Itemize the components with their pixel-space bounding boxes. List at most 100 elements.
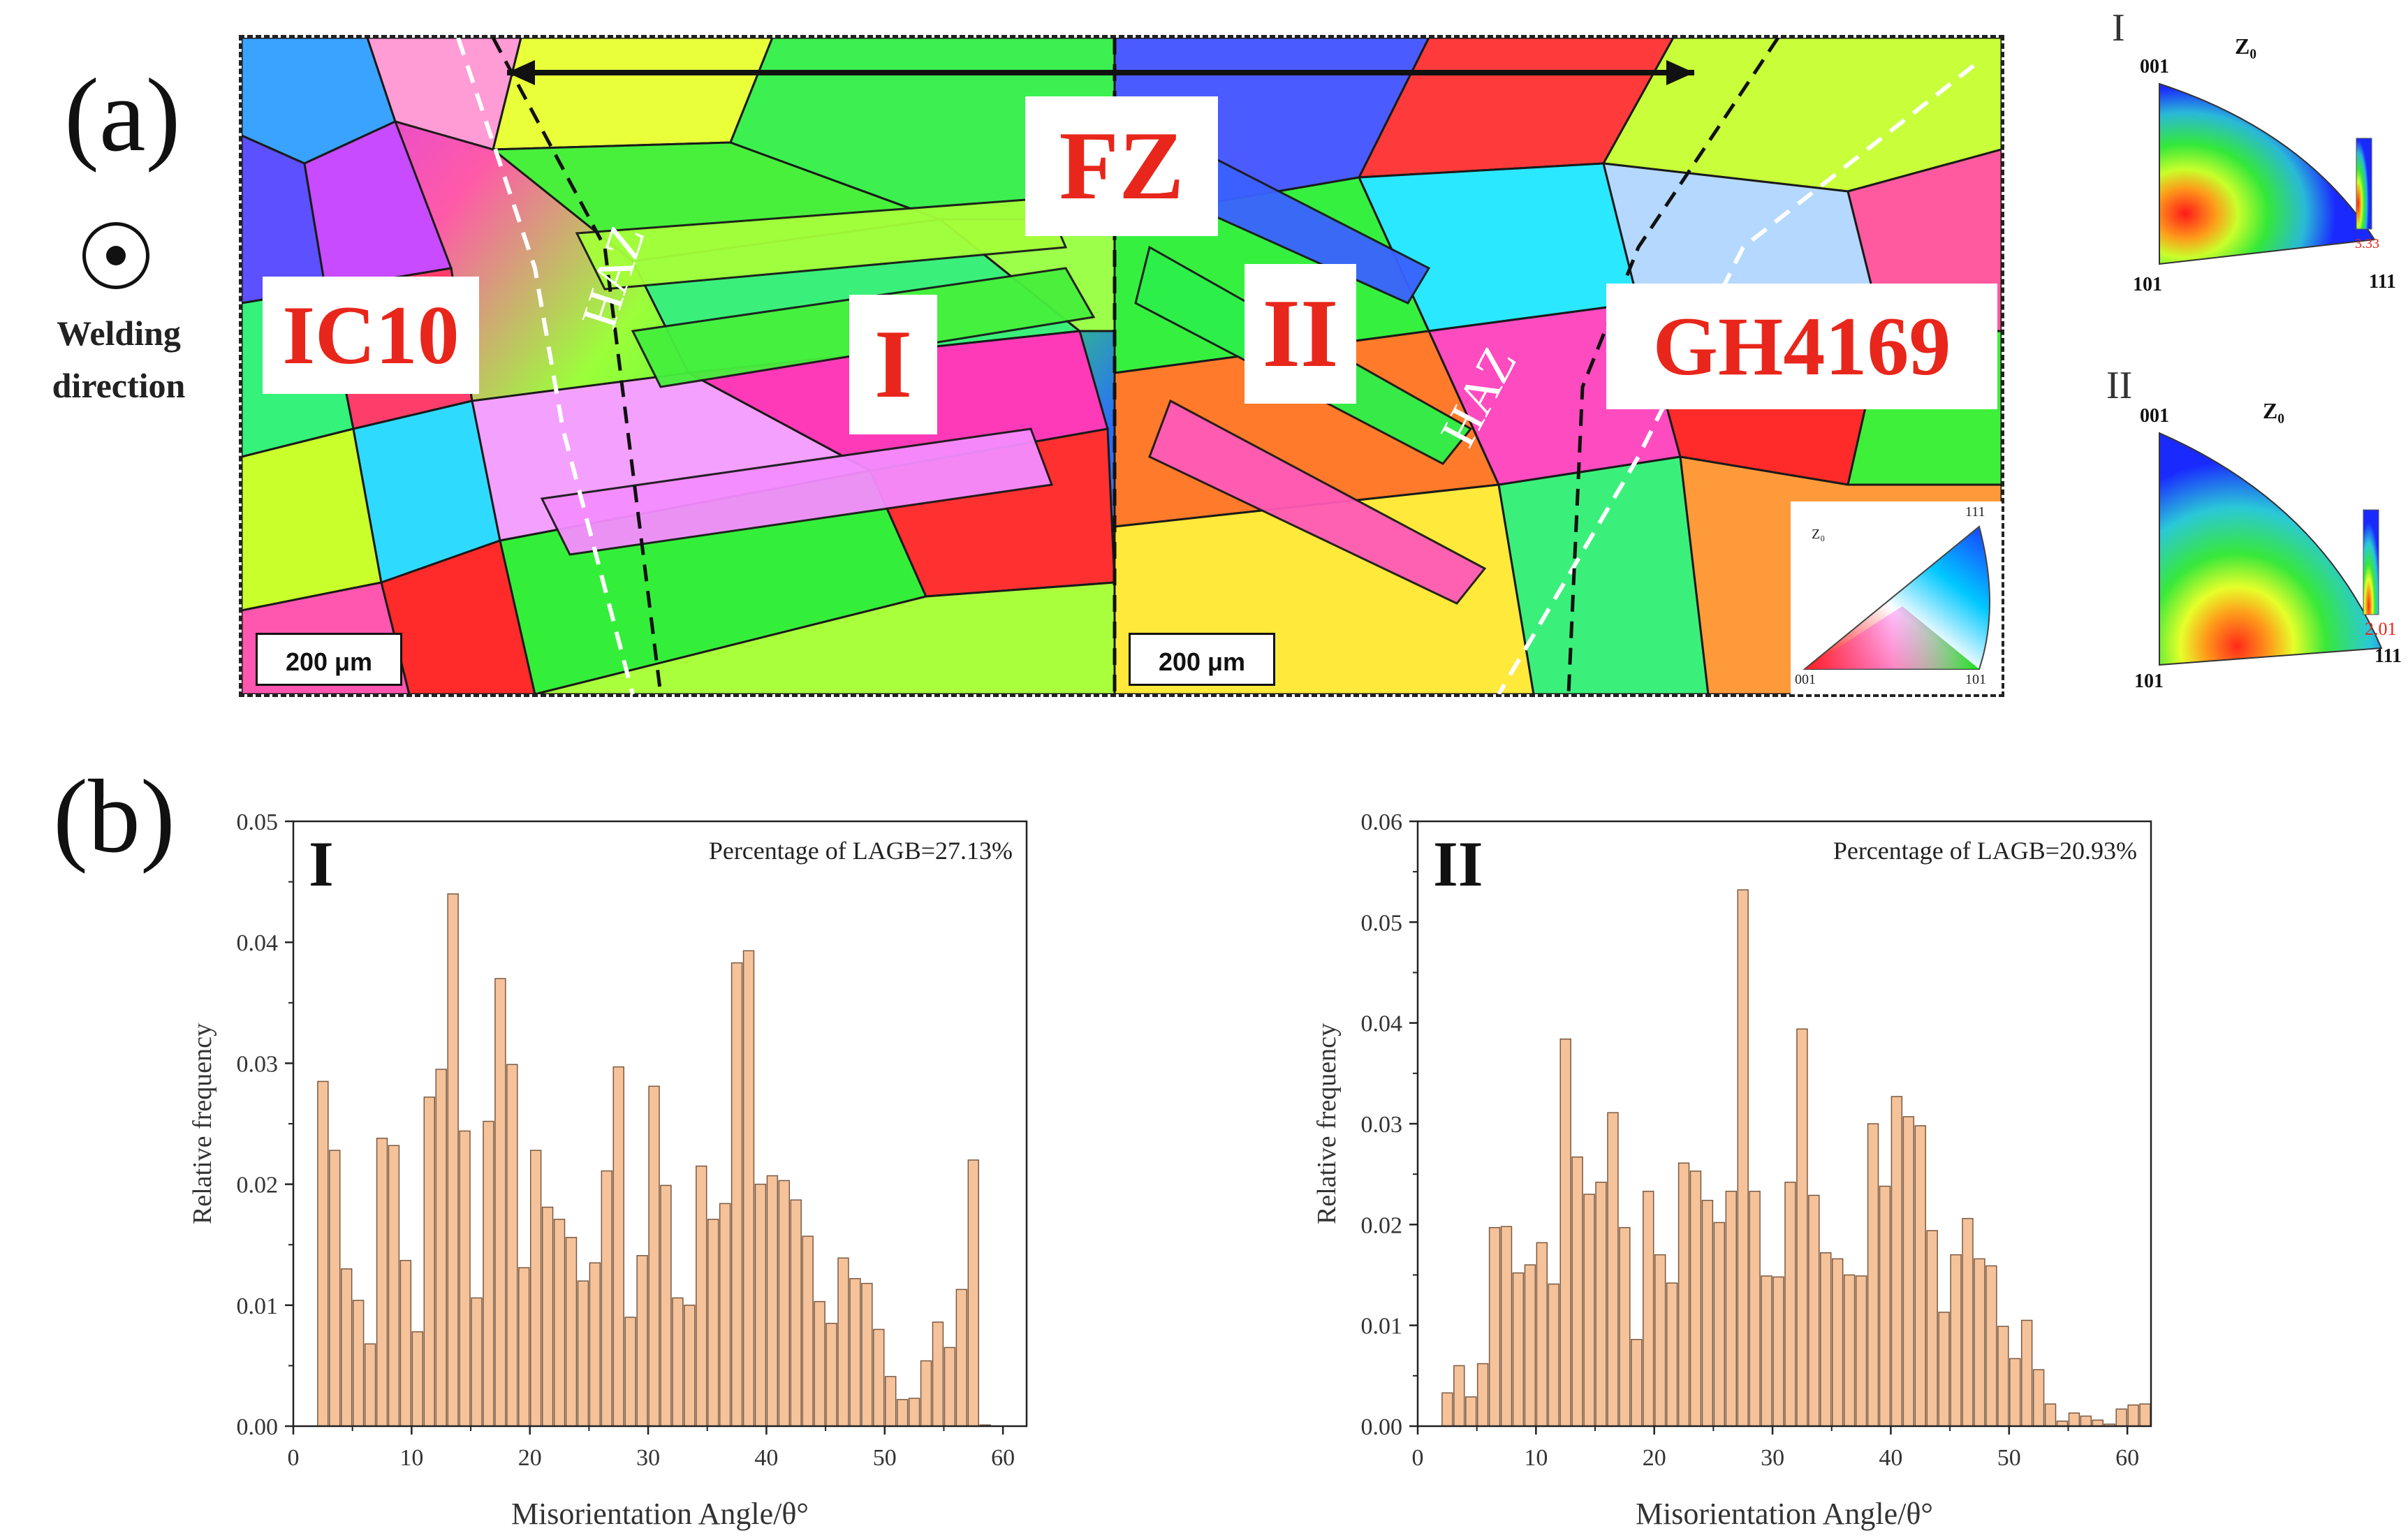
histogram-bar	[2127, 1404, 2139, 1427]
histogram-bar	[447, 893, 459, 1427]
y-tick-label: 0.03	[237, 1051, 279, 1077]
ebsd-orientation-map: IC10 FZ I II GH4169 HAZ HAZ 200 μm 200 μ…	[239, 35, 2004, 697]
histogram-bar	[2115, 1408, 2127, 1427]
histogram-bar	[837, 1257, 849, 1427]
arrow-head-left-icon	[507, 60, 535, 85]
panel-a-label: (a)	[64, 57, 181, 173]
x-tick-label: 0	[288, 1445, 300, 1471]
y-tick-label: 0.05	[1361, 910, 1403, 936]
histogram-bar	[317, 1080, 329, 1427]
histogram-bar	[1441, 1392, 1453, 1427]
histogram-bar	[435, 1069, 447, 1427]
histogram-bar	[329, 1150, 341, 1427]
histogram-bar	[352, 1300, 365, 1427]
histogram-bar	[1914, 1125, 1926, 1427]
histogram-bar	[1831, 1258, 1844, 1427]
histogram-bar	[1867, 1123, 1879, 1427]
x-tick-label: 40	[1879, 1445, 1902, 1471]
histogram-bar	[483, 1120, 494, 1427]
histogram-bar	[1654, 1254, 1666, 1427]
histogram-bar	[340, 1268, 353, 1427]
y-axis-label: Relative frequency	[188, 1023, 217, 1224]
chart-panel-label: II	[1433, 828, 1483, 900]
ipf-ii-111: 111	[2374, 645, 2402, 667]
histogram-bar	[529, 1150, 542, 1427]
histogram-bar	[1808, 1194, 1820, 1427]
ipf-ii-axis: Z₀	[2263, 398, 2284, 423]
histogram-bar	[2139, 1403, 2151, 1427]
ipf-ii-label: II	[2106, 364, 2133, 407]
haz-right-boundary	[1497, 64, 1975, 694]
x-tick-label: 10	[399, 1445, 423, 1471]
histogram-bar	[814, 1300, 825, 1427]
lagb-annotation: Percentage of LAGB=20.93%	[1833, 837, 2137, 865]
zone-label-fz: FZ	[1025, 96, 1218, 236]
x-tick-label: 0	[1412, 1445, 1424, 1471]
y-tick-label: 0.01	[1361, 1314, 1403, 1340]
y-tick-label: 0.03	[1361, 1112, 1403, 1138]
histogram-bar	[506, 1064, 518, 1427]
histogram-bar	[1713, 1222, 1726, 1427]
ipf-i-111: 111	[2369, 271, 2396, 293]
histogram-bar	[896, 1399, 909, 1427]
ipf-triangle-icon	[1803, 525, 1990, 670]
histogram-bar	[719, 1203, 731, 1427]
zone-label-gh4169: GH4169	[1606, 284, 1997, 409]
histogram-bar	[565, 1237, 578, 1427]
zone-label-ic10: IC10	[263, 277, 479, 394]
histogram-bar	[1737, 889, 1749, 1427]
ipf-ii-101: 101	[2134, 670, 2164, 692]
histogram-bar	[672, 1297, 684, 1427]
histogram-bar	[612, 1066, 624, 1427]
histogram-region-i: 0 10 20 30 40 50 60 0.00 0.01 0.02 0.03 0.04 0.05 Mis…	[188, 809, 1028, 1531]
y-tick-label: 0.02	[237, 1173, 279, 1198]
ipf-i-001: 001	[2140, 56, 2169, 78]
histogram-bar	[1926, 1230, 1938, 1427]
histogram-bar	[1607, 1112, 1619, 1427]
histogram-bar	[2020, 1319, 2033, 1427]
histogram-bar	[1962, 1217, 1974, 1427]
histogram-bar	[932, 1321, 944, 1427]
histogram-bar	[1453, 1365, 1465, 1427]
histogram-bar	[1595, 1181, 1607, 1427]
ipf-i-101: 101	[2133, 274, 2162, 295]
scale-bar-text-left: 200 μm	[285, 647, 373, 676]
chart-panel-label: I	[309, 828, 334, 900]
y-tick-label: 0.00	[237, 1414, 279, 1440]
histogram-bar	[944, 1347, 956, 1427]
x-axis-label: Misorientation Angle/θ°	[511, 1497, 809, 1531]
histogram-bar	[411, 1331, 424, 1427]
histogram-bar	[1476, 1363, 1489, 1427]
histogram-bar	[388, 1145, 400, 1427]
histogram-bar	[376, 1138, 388, 1427]
histogram-bar	[1938, 1312, 1950, 1427]
histogram-bar	[518, 1267, 530, 1427]
histogram-bar	[1643, 1190, 1654, 1427]
histogram-bar	[471, 1297, 483, 1427]
histogram-bar	[1784, 1181, 1796, 1427]
x-tick-label: 20	[1643, 1445, 1666, 1471]
ipf-i-max: 3.33	[2355, 236, 2379, 251]
histogram-bar	[873, 1328, 885, 1427]
histogram-bar	[684, 1305, 696, 1427]
y-tick-label: 0.04	[237, 930, 279, 956]
y-tick-label: 0.01	[237, 1293, 279, 1319]
histogram-bar	[2092, 1419, 2104, 1427]
histogram-bar	[1619, 1226, 1631, 1427]
histogram-bar	[696, 1165, 707, 1427]
y-tick-label: 0.02	[1361, 1212, 1403, 1238]
histogram-bar	[825, 1323, 837, 1427]
haz-left-boundary	[456, 38, 635, 694]
histogram-bar	[1772, 1276, 1784, 1427]
histogram-bar	[1820, 1252, 1832, 1427]
histogram-bar	[1548, 1283, 1559, 1427]
histogram-bar	[648, 1085, 660, 1427]
arrow-head-right-icon	[1666, 60, 1694, 85]
ipf-color-legend: Z₀ 111 001 101	[1791, 501, 2002, 694]
ipf-ii-001: 001	[2140, 405, 2169, 427]
y-tick-label: 0.04	[1361, 1011, 1403, 1037]
y-axis-label: Relative frequency	[1312, 1023, 1342, 1224]
histogram-bar	[1796, 1028, 1808, 1427]
ipf-i-density-icon	[2159, 82, 2376, 265]
y-tick-label: 0.06	[1361, 809, 1403, 835]
